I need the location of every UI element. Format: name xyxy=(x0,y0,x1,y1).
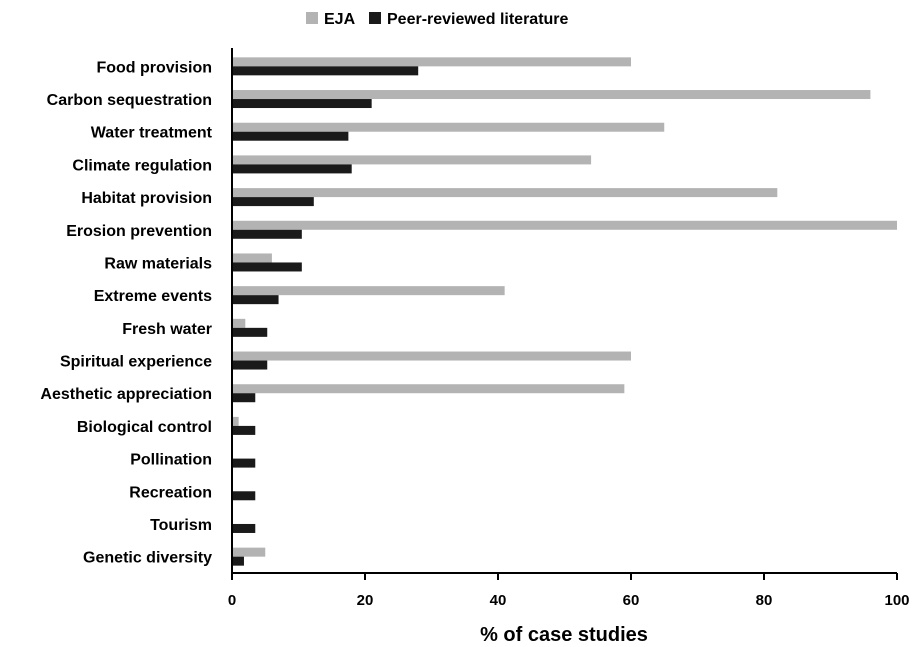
bar-eja-extreme-events xyxy=(232,286,505,296)
x-axis-ticks: 0 20 40 60 80 100 xyxy=(228,573,910,609)
category-label-carbon-sequestration: Carbon sequestration xyxy=(47,92,212,109)
legend: EJA Peer-reviewed literature xyxy=(306,11,569,28)
bar-peer-reviewed-erosion-prevention xyxy=(232,229,302,239)
bar-peer-reviewed-aesthetic-appreciation xyxy=(232,393,256,403)
bar-eja-carbon-sequestration xyxy=(232,90,871,100)
bar-eja-food-provision xyxy=(232,57,631,67)
bar-peer-reviewed-carbon-sequestration xyxy=(232,99,372,109)
category-label-fresh-water: Fresh water xyxy=(122,321,212,338)
x-tick-label-100: 100 xyxy=(884,592,909,609)
legend-swatch-eja xyxy=(306,12,318,24)
x-tick-label-40: 40 xyxy=(490,592,507,609)
bar-eja-climate-regulation xyxy=(232,155,592,165)
bar-peer-reviewed-biological-control xyxy=(232,425,256,435)
x-tick-label-60: 60 xyxy=(623,592,640,609)
bar-peer-reviewed-tourism xyxy=(232,523,256,533)
legend-swatch-peer-reviewed xyxy=(369,12,381,24)
category-label-extreme-events: Extreme events xyxy=(94,288,212,305)
category-label-recreation: Recreation xyxy=(129,484,212,501)
x-tick-label-20: 20 xyxy=(357,592,374,609)
category-labels: Food provision Carbon sequestration Water … xyxy=(40,59,212,566)
category-label-pollination: Pollination xyxy=(130,452,212,469)
bar-peer-reviewed-pollination xyxy=(232,458,256,468)
category-label-genetic-diversity: Genetic diversity xyxy=(83,550,212,567)
legend-label-eja: EJA xyxy=(324,11,356,28)
category-label-water-treatment: Water treatment xyxy=(91,125,213,142)
category-label-climate-regulation: Climate regulation xyxy=(72,157,212,174)
bar-peer-reviewed-fresh-water xyxy=(232,327,268,337)
bar-eja-water-treatment xyxy=(232,122,665,132)
bar-eja-habitat-provision xyxy=(232,188,778,198)
bar-peer-reviewed-raw-materials xyxy=(232,262,302,272)
category-label-habitat-provision: Habitat provision xyxy=(81,190,212,207)
category-label-raw-materials: Raw materials xyxy=(104,255,212,272)
bar-peer-reviewed-food-provision xyxy=(232,66,419,76)
bars-group xyxy=(232,57,897,566)
category-label-spiritual-experience: Spiritual experience xyxy=(60,354,212,371)
category-label-tourism: Tourism xyxy=(150,517,212,534)
bar-peer-reviewed-habitat-provision xyxy=(232,197,314,207)
category-label-aesthetic-appreciation: Aesthetic appreciation xyxy=(40,386,212,403)
category-label-erosion-prevention: Erosion prevention xyxy=(66,223,212,240)
bar-eja-fresh-water xyxy=(232,318,246,328)
bar-eja-aesthetic-appreciation xyxy=(232,384,625,394)
bar-peer-reviewed-genetic-diversity xyxy=(232,556,244,566)
x-tick-label-0: 0 xyxy=(228,592,236,609)
bar-peer-reviewed-water-treatment xyxy=(232,131,349,141)
bar-eja-raw-materials xyxy=(232,253,272,263)
bar-eja-erosion-prevention xyxy=(232,220,897,230)
category-label-biological-control: Biological control xyxy=(77,419,212,436)
bar-peer-reviewed-extreme-events xyxy=(232,295,279,305)
x-axis-title: % of case studies xyxy=(480,624,648,646)
bar-peer-reviewed-climate-regulation xyxy=(232,164,352,174)
bar-eja-genetic-diversity xyxy=(232,547,266,557)
legend-label-peer-reviewed: Peer-reviewed literature xyxy=(387,11,569,28)
bar-eja-spiritual-experience xyxy=(232,351,631,361)
bar-peer-reviewed-spiritual-experience xyxy=(232,360,268,370)
bar-peer-reviewed-recreation xyxy=(232,491,256,501)
x-tick-label-80: 80 xyxy=(756,592,773,609)
category-label-food-provision: Food provision xyxy=(96,59,212,76)
bar-eja-biological-control xyxy=(232,416,239,426)
